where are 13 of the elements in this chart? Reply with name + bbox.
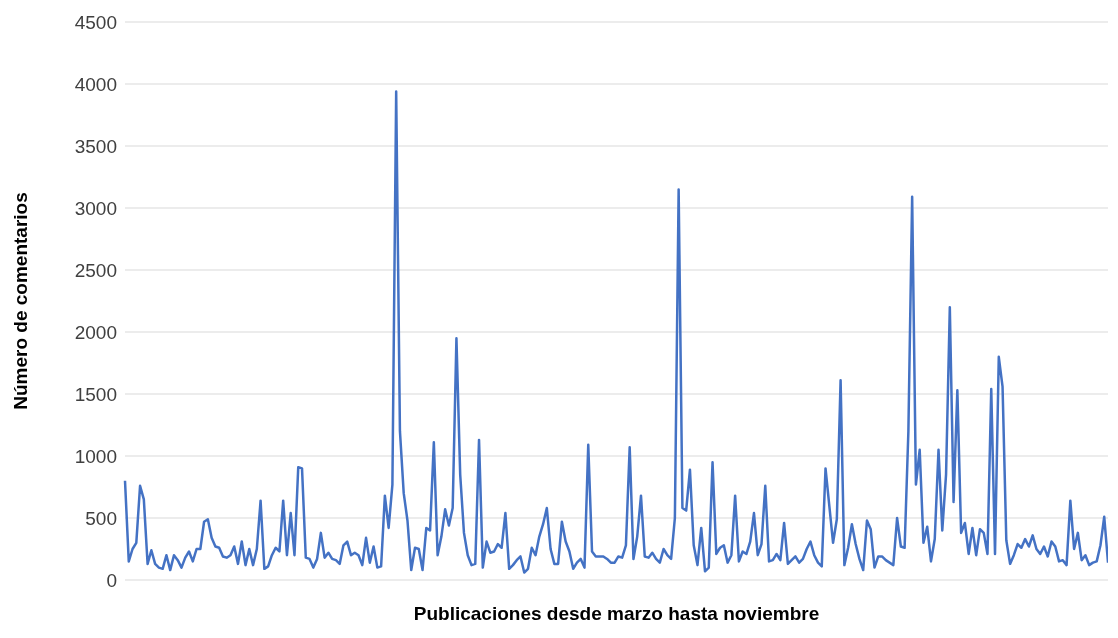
y-tick-label: 1000 (74, 445, 117, 467)
y-tick-label: 2000 (74, 321, 117, 343)
y-tick-label: 1500 (74, 383, 117, 405)
line-series (123, 90, 1108, 574)
y-tick-label: 3000 (74, 197, 117, 219)
y-tick-label: 500 (85, 507, 117, 529)
y-tick-label: 0 (106, 569, 117, 591)
y-tick-label: 4500 (74, 11, 117, 33)
y-tick-label: 3500 (74, 135, 117, 157)
y-axis-title: Número de comentarios (9, 192, 31, 410)
x-axis-title: Publicaciones desde marzo hasta noviembre (413, 603, 820, 624)
y-tick-label: 4000 (74, 73, 117, 95)
y-tick-label: 2500 (74, 259, 117, 281)
